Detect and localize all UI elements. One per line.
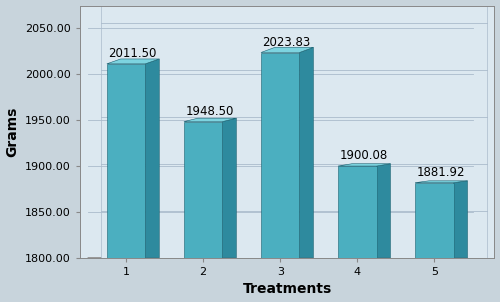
Polygon shape [184, 122, 222, 258]
Polygon shape [338, 164, 390, 166]
Polygon shape [107, 64, 146, 258]
Text: 1948.50: 1948.50 [186, 105, 234, 118]
Polygon shape [415, 183, 454, 258]
Polygon shape [261, 47, 314, 53]
Polygon shape [107, 59, 160, 64]
Polygon shape [222, 118, 236, 258]
Polygon shape [376, 164, 390, 258]
Text: 2011.50: 2011.50 [108, 47, 157, 60]
Polygon shape [146, 59, 160, 258]
Polygon shape [261, 53, 300, 258]
X-axis label: Treatments: Treatments [242, 282, 332, 297]
Polygon shape [184, 118, 236, 122]
Text: 1900.08: 1900.08 [340, 149, 388, 162]
Polygon shape [300, 47, 314, 258]
Polygon shape [454, 181, 468, 258]
Text: 1881.92: 1881.92 [416, 166, 465, 179]
Y-axis label: Grams: Grams [6, 107, 20, 157]
Text: 2023.83: 2023.83 [262, 36, 311, 49]
Polygon shape [102, 0, 486, 258]
Polygon shape [415, 181, 468, 183]
Polygon shape [338, 166, 376, 258]
